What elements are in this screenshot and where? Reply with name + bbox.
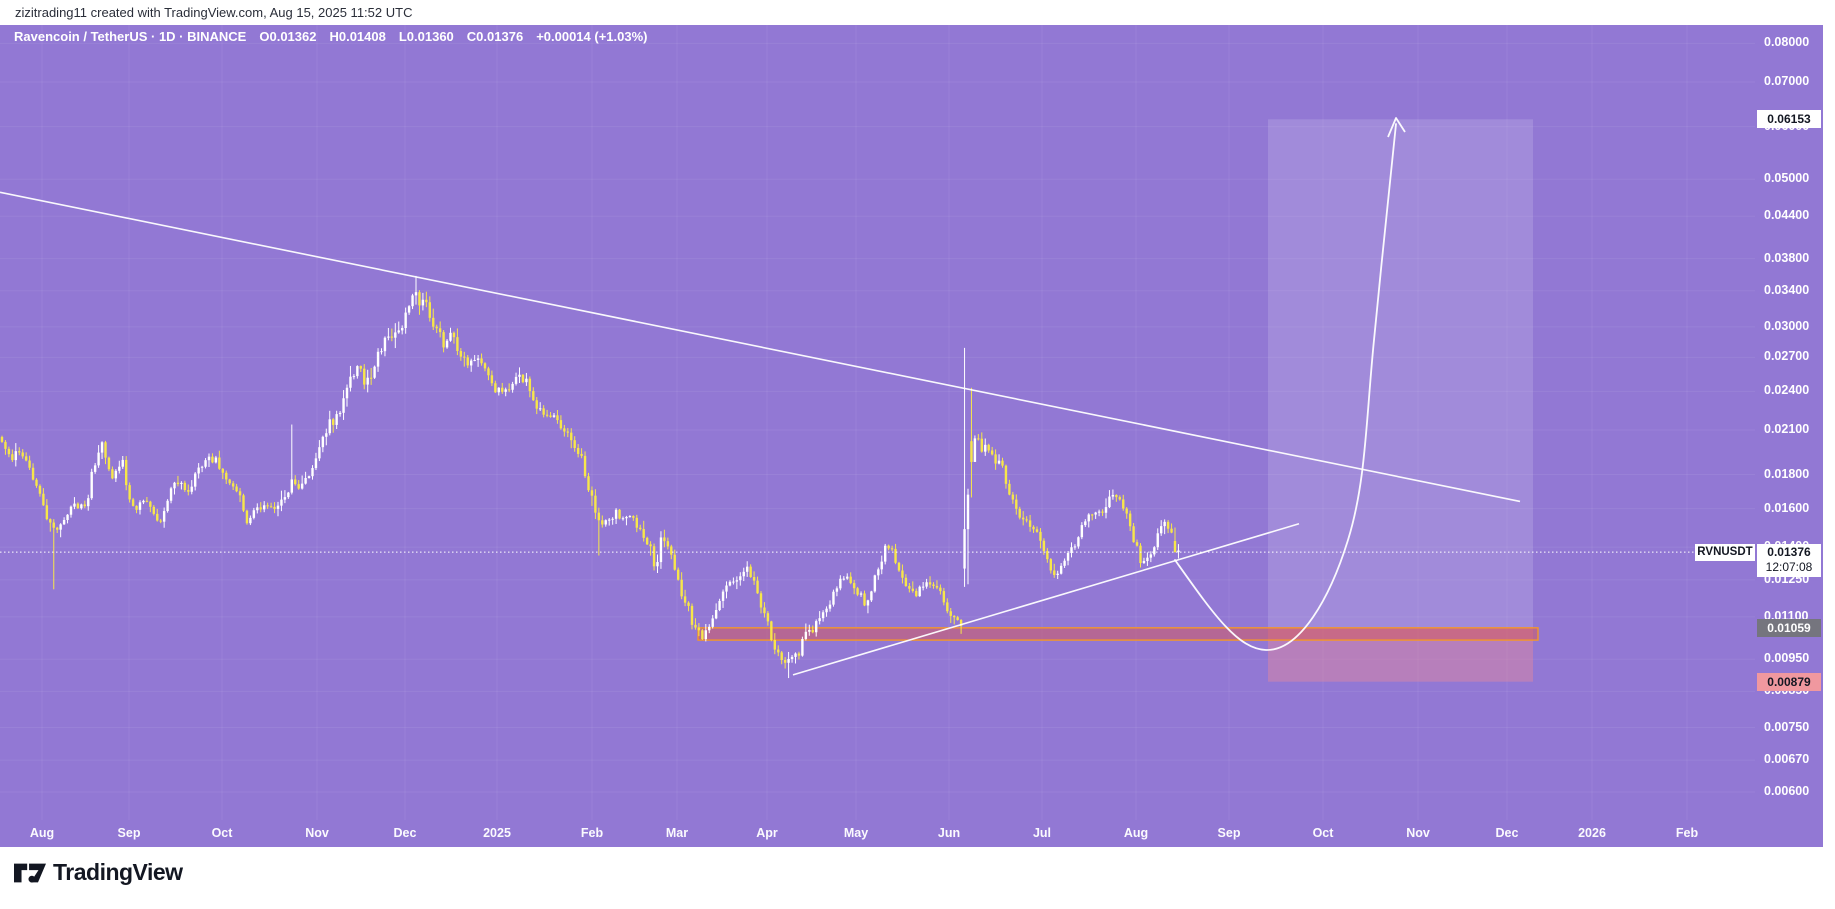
time-axis-month-label: Sep bbox=[117, 826, 141, 840]
bar-countdown: 12:07:08 bbox=[1765, 560, 1813, 575]
time-axis-year-label: 2026 bbox=[1578, 826, 1606, 840]
ohlc-close: C0.01376 bbox=[466, 29, 524, 44]
candlestick-chart[interactable] bbox=[0, 25, 1823, 847]
tradingview-logo-text: TradingView bbox=[53, 859, 183, 885]
projection-curve[interactable] bbox=[1174, 123, 1397, 651]
time-axis-month-label: Jun bbox=[937, 826, 961, 840]
time-axis-month-label: Oct bbox=[211, 826, 233, 840]
price-axis-label: 0.03000 bbox=[1764, 318, 1810, 333]
price-axis-label: 0.08000 bbox=[1764, 35, 1810, 50]
last-price-value: 0.01376 bbox=[1767, 545, 1811, 560]
arrow-up-icon bbox=[1387, 117, 1406, 138]
time-axis-month-label: Feb bbox=[580, 826, 604, 840]
price-axis-label: 0.02100 bbox=[1764, 421, 1810, 436]
candles-layer bbox=[0, 275, 1180, 679]
time-axis-year-label: 2025 bbox=[483, 826, 511, 840]
zone-top-price-label: 0.01059 bbox=[1757, 618, 1821, 637]
price-axis-label: 0.00670 bbox=[1764, 752, 1810, 767]
time-axis-month-label: Jul bbox=[1032, 826, 1052, 840]
price-axis-label: 0.00950 bbox=[1764, 651, 1810, 666]
projection-bottom-price-label: 0.00879 bbox=[1757, 672, 1821, 691]
time-axis-month-label: Sep bbox=[1217, 826, 1241, 840]
ohlc-low: L0.01360 bbox=[398, 29, 454, 44]
price-axis-label: 0.02700 bbox=[1764, 349, 1810, 364]
ohlc-high: H0.01408 bbox=[329, 29, 386, 44]
price-axis-label: 0.00750 bbox=[1764, 719, 1810, 734]
price-axis-label: 0.01800 bbox=[1764, 466, 1810, 481]
symbol-title[interactable]: Ravencoin / TetherUS · 1D · BINANCE bbox=[14, 29, 247, 44]
attribution-text: zizitrading11 created with TradingView.c… bbox=[15, 5, 413, 20]
projection-top-price-label: 0.06153 bbox=[1757, 110, 1821, 129]
price-axis-label: 0.00600 bbox=[1764, 784, 1810, 799]
price-axis-label: 0.05000 bbox=[1764, 171, 1810, 186]
ohlc-change: +0.00014 (+1.03%) bbox=[536, 29, 648, 44]
time-axis-month-label: Nov bbox=[305, 826, 329, 840]
price-axis-label: 0.04400 bbox=[1764, 208, 1810, 223]
tradingview-mark-icon bbox=[14, 863, 46, 883]
time-axis-month-label: Dec bbox=[1495, 826, 1519, 840]
projection-rectangle[interactable] bbox=[1268, 119, 1533, 682]
time-axis-month-label: Aug bbox=[29, 826, 55, 840]
symbol-info-bar[interactable]: Ravencoin / TetherUS · 1D · BINANCE O0.0… bbox=[14, 29, 648, 44]
attribution-bar: zizitrading11 created with TradingView.c… bbox=[0, 0, 1835, 25]
time-axis-month-label: Feb bbox=[1675, 826, 1699, 840]
price-axis-label: 0.03400 bbox=[1764, 282, 1810, 297]
descending-trendline[interactable] bbox=[0, 191, 1521, 503]
price-axis-label: 0.02400 bbox=[1764, 383, 1810, 398]
time-axis-month-label: Nov bbox=[1406, 826, 1430, 840]
footer: TradingView bbox=[0, 847, 1835, 909]
last-price-label: 0.01376 12:07:08 bbox=[1757, 543, 1821, 577]
support-zone-rectangle[interactable] bbox=[697, 627, 1539, 641]
price-axis-label: 0.03800 bbox=[1764, 250, 1810, 265]
price-axis-label: 0.07000 bbox=[1764, 74, 1810, 89]
ohlc-open: O0.01362 bbox=[259, 29, 317, 44]
tradingview-logo[interactable]: TradingView bbox=[14, 859, 183, 886]
ascending-trendline[interactable] bbox=[792, 523, 1300, 676]
time-axis-month-label: Mar bbox=[665, 826, 689, 840]
time-axis-month-label: May bbox=[843, 826, 869, 840]
ticker-label: RVNUSDT bbox=[1695, 543, 1755, 561]
time-axis-month-label: Aug bbox=[1123, 826, 1149, 840]
time-axis-month-label: Oct bbox=[1312, 826, 1334, 840]
chart-area[interactable]: Ravencoin / TetherUS · 1D · BINANCE O0.0… bbox=[0, 25, 1823, 847]
time-axis-month-label: Dec bbox=[393, 826, 417, 840]
time-axis-month-label: Apr bbox=[756, 826, 778, 840]
price-axis-label: 0.01600 bbox=[1764, 500, 1810, 515]
